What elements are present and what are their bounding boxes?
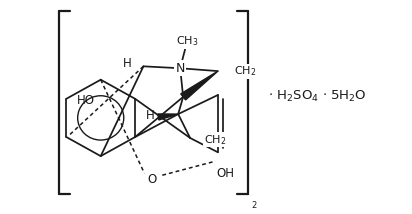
Text: H: H (146, 110, 155, 122)
Text: CH$_2$: CH$_2$ (234, 64, 256, 78)
Text: $_2$: $_2$ (250, 198, 257, 211)
Text: O: O (148, 174, 157, 186)
Text: CH$_3$: CH$_3$ (176, 34, 198, 48)
Text: N: N (176, 62, 185, 75)
Text: OH: OH (217, 167, 235, 180)
Text: H: H (123, 57, 132, 70)
Polygon shape (181, 71, 218, 100)
Text: HO: HO (77, 94, 95, 107)
Text: CH$_2$: CH$_2$ (204, 133, 226, 147)
Polygon shape (158, 114, 178, 120)
Text: $\cdot$ H$_2$SO$_4$ $\cdot$ 5H$_2$O: $\cdot$ H$_2$SO$_4$ $\cdot$ 5H$_2$O (267, 89, 366, 104)
